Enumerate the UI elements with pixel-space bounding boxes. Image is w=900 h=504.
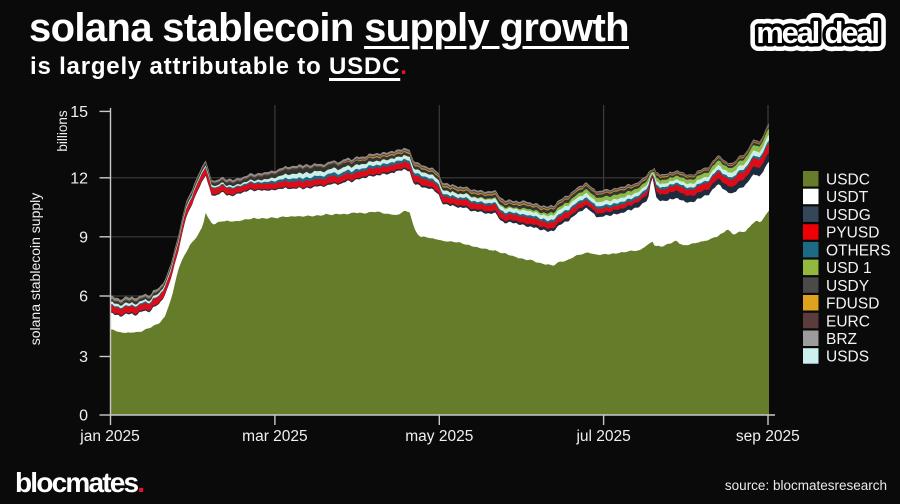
svg-text:meal deal: meal deal: [756, 15, 878, 50]
svg-text:USDS: USDS: [826, 349, 869, 366]
svg-text:OTHERS: OTHERS: [826, 242, 891, 259]
svg-text:9: 9: [79, 229, 88, 246]
svg-text:USDC: USDC: [826, 172, 870, 189]
svg-text:billions: billions: [55, 110, 70, 152]
svg-text:meal deal: meal deal: [756, 15, 878, 50]
svg-text:USDT: USDT: [826, 189, 869, 206]
svg-text:FDUSD: FDUSD: [826, 296, 879, 313]
svg-text:0: 0: [79, 408, 88, 425]
svg-text:USDG: USDG: [826, 207, 871, 224]
svg-text:solana stablecoin supply: solana stablecoin supply: [27, 193, 43, 346]
svg-text:jul 2025: jul 2025: [575, 428, 630, 445]
svg-text:may 2025: may 2025: [405, 428, 473, 445]
svg-text:EURC: EURC: [826, 313, 870, 330]
svg-text:BRZ: BRZ: [826, 331, 857, 348]
svg-text:PYUSD: PYUSD: [826, 225, 879, 242]
svg-text:jan 2025: jan 2025: [79, 428, 139, 445]
svg-text:3: 3: [79, 349, 88, 366]
svg-text:meal deal: meal deal: [756, 15, 878, 50]
svg-text:sep 2025: sep 2025: [736, 428, 800, 445]
svg-text:USDY: USDY: [826, 278, 869, 295]
svg-text:6: 6: [79, 289, 88, 306]
svg-text:mar 2025: mar 2025: [242, 428, 307, 445]
svg-text:12: 12: [70, 170, 88, 187]
svg-text:15: 15: [70, 104, 88, 121]
svg-text:USD 1: USD 1: [826, 260, 872, 277]
